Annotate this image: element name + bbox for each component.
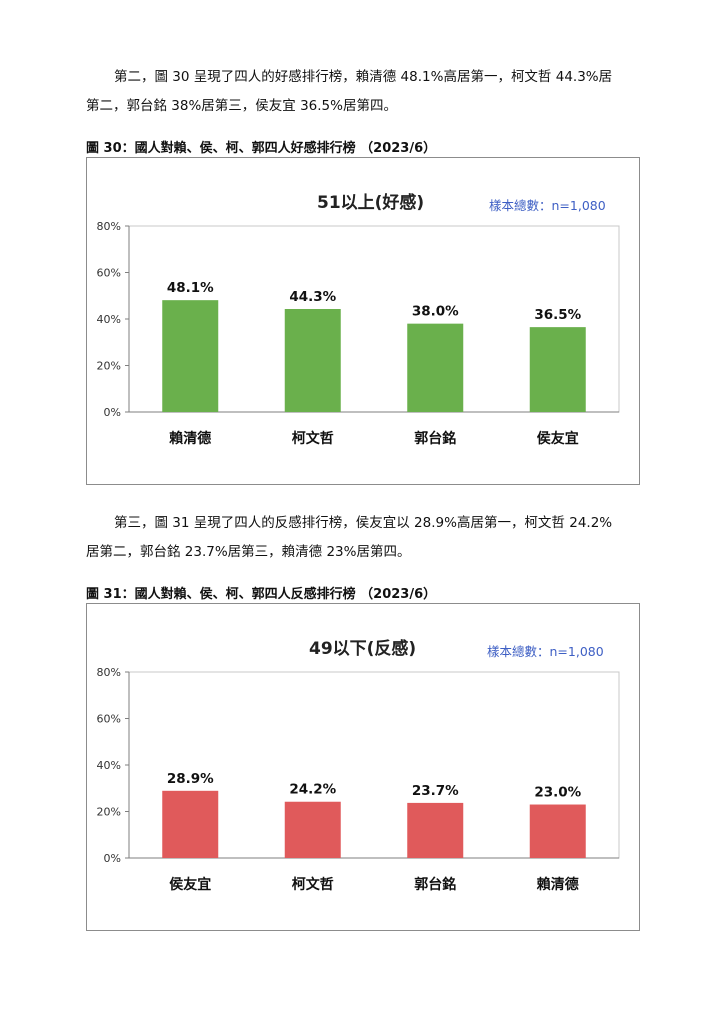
paragraph-line: 第二，郭台銘 38%居第三，侯友宜 36.5%居第四。 — [86, 98, 397, 114]
bar — [162, 790, 219, 858]
data-label: 48.1% — [167, 280, 214, 296]
data-label: 23.7% — [412, 783, 459, 799]
paragraph-line: 第二，圖 30 呈現了四人的好感排行榜，賴清德 48.1%高居第一，柯文哲 44… — [114, 69, 613, 85]
bar — [284, 309, 341, 412]
chart-plot: 0% 20% 40% 60% 80% 48.1% 賴清德 44.3% 柯文哲 38.0% 郭台銘 36… — [97, 220, 620, 447]
paragraph-unfavorability: 第三，圖 31 呈現了四人的反感排行榜，侯友宜以 28.9%高居第一，柯文哲 2… — [86, 509, 646, 567]
category-label: 柯文哲 — [292, 430, 334, 447]
category-label: 侯友宜 — [537, 430, 579, 447]
category-label: 柯文哲 — [292, 876, 334, 893]
figure-caption-30: 圖 30：國人對賴、侯、柯、郭四人好感排行榜 （2023/6） — [86, 141, 437, 156]
y-tick-label: 0% — [104, 406, 121, 419]
bar — [284, 801, 341, 858]
data-label: 23.0% — [534, 785, 581, 801]
data-label: 44.3% — [289, 289, 336, 305]
bar — [407, 802, 464, 858]
category-label: 賴清德 — [169, 430, 211, 447]
y-tick-label: 80% — [97, 666, 121, 679]
y-tick-label: 20% — [97, 806, 121, 819]
y-tick-label: 40% — [97, 759, 121, 772]
bar — [162, 300, 219, 412]
y-tick-label: 40% — [97, 313, 121, 326]
data-label: 28.9% — [167, 771, 214, 787]
sample-size-note: 樣本總數：n=1,080 — [489, 198, 606, 213]
y-tick-label: 0% — [104, 852, 121, 865]
y-tick-label: 60% — [97, 713, 121, 726]
category-label: 郭台銘 — [414, 876, 456, 893]
chart-unfavorability: 49以下(反感) 樣本總數：n=1,080 0% 20% 40% 60% 80% 28.9… — [86, 603, 640, 931]
data-label: 36.5% — [534, 307, 581, 323]
data-label: 38.0% — [412, 304, 459, 320]
y-tick-label: 60% — [97, 267, 121, 280]
y-tick-label: 20% — [97, 360, 121, 373]
sample-size-note: 樣本總數：n=1,080 — [487, 644, 604, 659]
paragraph-favorability: 第二，圖 30 呈現了四人的好感排行榜，賴清德 48.1%高居第一，柯文哲 44… — [86, 63, 646, 121]
bar — [529, 327, 586, 412]
data-label: 24.2% — [289, 782, 336, 798]
category-label: 郭台銘 — [414, 430, 456, 447]
category-label: 賴清德 — [537, 876, 579, 893]
figure-caption-31: 圖 31：國人對賴、侯、柯、郭四人反感排行榜 （2023/6） — [86, 587, 437, 602]
chart-plot: 0% 20% 40% 60% 80% 28.9% 侯友宜 24.2% 柯文哲 23.7% 郭台銘 23… — [97, 666, 620, 893]
chart-title: 49以下(反感) — [309, 639, 417, 659]
paragraph-line: 居第二，郭台銘 23.7%居第三，賴清德 23%居第四。 — [86, 544, 411, 560]
category-label: 侯友宜 — [169, 876, 211, 893]
chart-favorability: 51以上(好感) 樣本總數：n=1,080 0% 20% 40% 60% 80% 48.1… — [86, 157, 640, 485]
paragraph-line: 第三，圖 31 呈現了四人的反感排行榜，侯友宜以 28.9%高居第一，柯文哲 2… — [114, 515, 613, 531]
bar — [529, 804, 586, 858]
y-tick-label: 80% — [97, 220, 121, 233]
bar — [407, 323, 464, 412]
chart-title: 51以上(好感) — [317, 193, 425, 213]
